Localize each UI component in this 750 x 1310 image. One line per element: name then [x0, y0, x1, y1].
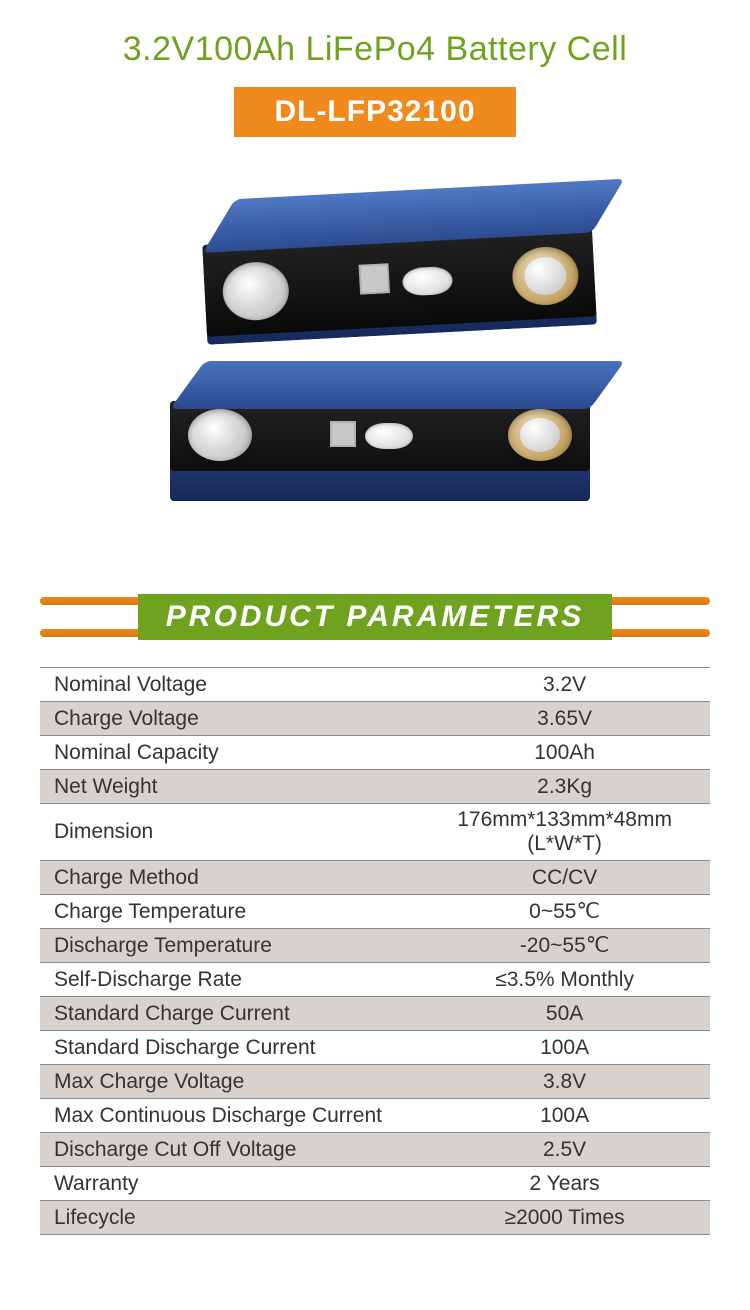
param-value: 3.2V: [415, 668, 710, 702]
param-label: Nominal Voltage: [40, 668, 415, 702]
param-value: 2.3Kg: [415, 770, 710, 804]
param-label: Dimension: [40, 804, 415, 861]
param-value: 3.8V: [415, 1065, 710, 1099]
section-header: PRODUCT PARAMETERS: [40, 591, 710, 643]
param-value: 2.5V: [415, 1133, 710, 1167]
param-label: Charge Temperature: [40, 895, 415, 929]
param-value: 100A: [415, 1099, 710, 1133]
param-value: 100A: [415, 1031, 710, 1065]
table-row: Discharge Cut Off Voltage2.5V: [40, 1133, 710, 1167]
table-row: Max Continuous Discharge Current100A: [40, 1099, 710, 1133]
param-value: 0~55℃: [415, 895, 710, 929]
param-label: Self-Discharge Rate: [40, 963, 415, 997]
parameters-table: Nominal Voltage3.2VCharge Voltage3.65VNo…: [40, 667, 710, 1235]
param-value: ≤3.5% Monthly: [415, 963, 710, 997]
page: 3.2V100Ah LiFePo4 Battery Cell DL-LFP321…: [0, 0, 750, 1235]
param-label: Lifecycle: [40, 1201, 415, 1235]
param-label: Warranty: [40, 1167, 415, 1201]
param-label: Charge Voltage: [40, 702, 415, 736]
table-row: Standard Discharge Current100A: [40, 1031, 710, 1065]
table-row: Discharge Temperature-20~55℃: [40, 929, 710, 963]
param-value: 2 Years: [415, 1167, 710, 1201]
section-label: PRODUCT PARAMETERS: [138, 594, 612, 640]
param-label: Discharge Temperature: [40, 929, 415, 963]
table-row: Net Weight2.3Kg: [40, 770, 710, 804]
param-value: ≥2000 Times: [415, 1201, 710, 1235]
param-value: 3.65V: [415, 702, 710, 736]
param-value: 100Ah: [415, 736, 710, 770]
table-row: Warranty2 Years: [40, 1167, 710, 1201]
model-badge: DL-LFP32100: [234, 87, 515, 137]
table-row: Standard Charge Current50A: [40, 997, 710, 1031]
param-label: Max Continuous Discharge Current: [40, 1099, 415, 1133]
param-label: Charge Method: [40, 861, 415, 895]
table-row: Charge MethodCC/CV: [40, 861, 710, 895]
param-label: Standard Discharge Current: [40, 1031, 415, 1065]
param-value: CC/CV: [415, 861, 710, 895]
table-row: Dimension176mm*133mm*48mm (L*W*T): [40, 804, 710, 861]
table-row: Nominal Capacity100Ah: [40, 736, 710, 770]
param-label: Discharge Cut Off Voltage: [40, 1133, 415, 1167]
table-row: Lifecycle≥2000 Times: [40, 1201, 710, 1235]
param-value: 176mm*133mm*48mm (L*W*T): [415, 804, 710, 861]
table-row: Charge Temperature0~55℃: [40, 895, 710, 929]
param-label: Max Charge Voltage: [40, 1065, 415, 1099]
table-row: Nominal Voltage3.2V: [40, 668, 710, 702]
param-label: Net Weight: [40, 770, 415, 804]
table-row: Charge Voltage3.65V: [40, 702, 710, 736]
param-label: Standard Charge Current: [40, 997, 415, 1031]
page-title: 3.2V100Ah LiFePo4 Battery Cell: [123, 30, 628, 69]
table-row: Max Charge Voltage3.8V: [40, 1065, 710, 1099]
param-value: -20~55℃: [415, 929, 710, 963]
param-label: Nominal Capacity: [40, 736, 415, 770]
product-image: [110, 171, 640, 541]
parameters-tbody: Nominal Voltage3.2VCharge Voltage3.65VNo…: [40, 668, 710, 1235]
param-value: 50A: [415, 997, 710, 1031]
table-row: Self-Discharge Rate≤3.5% Monthly: [40, 963, 710, 997]
